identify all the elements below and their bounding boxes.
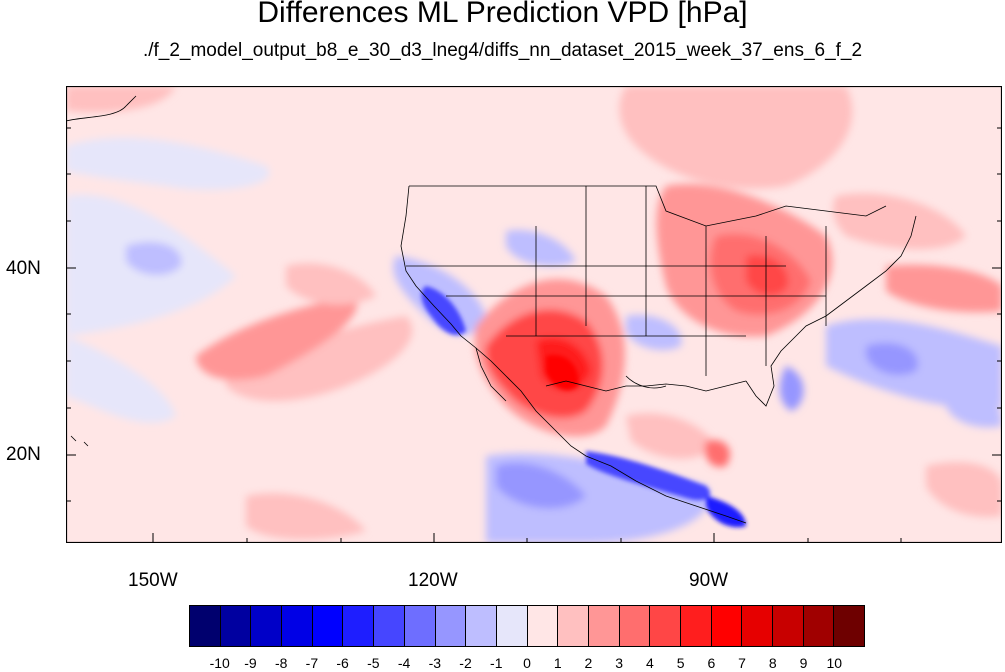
colorbar-label: -4 bbox=[397, 655, 411, 671]
colorbar-swatch bbox=[557, 606, 588, 646]
colorbar-swatch bbox=[587, 606, 619, 646]
colorbar-label: 6 bbox=[707, 655, 716, 671]
colorbar-label: -10 bbox=[209, 655, 230, 671]
colorbar-swatch bbox=[618, 606, 650, 646]
colorbar-label: -9 bbox=[244, 655, 257, 671]
colorbar-label: 9 bbox=[799, 655, 808, 671]
colorbar-label: -2 bbox=[459, 655, 472, 671]
map-title: Differences ML Prediction VPD [hPa] bbox=[257, 0, 748, 29]
colorbar-label: -7 bbox=[305, 655, 319, 671]
colorbar-swatch bbox=[495, 606, 527, 646]
colorbar-swatch bbox=[710, 606, 742, 646]
colorbar-label: 2 bbox=[584, 655, 593, 671]
colorbar-swatch bbox=[342, 606, 374, 646]
colorbar-label: -1 bbox=[490, 655, 503, 671]
colorbar-swatch bbox=[649, 606, 680, 646]
colorbar bbox=[189, 605, 865, 647]
colorbar-swatch bbox=[219, 606, 251, 646]
colorbar-swatch bbox=[833, 606, 865, 646]
colorbar-label: 3 bbox=[615, 655, 624, 671]
colorbar-label: -5 bbox=[367, 655, 380, 671]
lon-label-150w: 150W bbox=[128, 570, 178, 591]
lat-label-20n: 20N bbox=[6, 444, 41, 465]
lon-label-120w: 120W bbox=[408, 570, 458, 591]
colorbar-label: 0 bbox=[523, 655, 531, 671]
colorbar-label: -3 bbox=[428, 655, 442, 671]
colorbar-swatch bbox=[373, 606, 404, 646]
colorbar-swatch bbox=[680, 606, 711, 646]
colorbar-label: 10 bbox=[826, 655, 843, 671]
colorbar-label: 8 bbox=[768, 655, 777, 671]
colorbar-swatch bbox=[281, 606, 312, 646]
colorbar-label: 4 bbox=[646, 655, 654, 671]
difference-field bbox=[66, 86, 1002, 543]
colorbar-swatch bbox=[190, 606, 220, 646]
colorbar-swatch bbox=[802, 606, 834, 646]
map-ticks bbox=[66, 127, 1002, 543]
colorbar-swatch bbox=[311, 606, 343, 646]
colorbar-swatch bbox=[403, 606, 435, 646]
colorbar-swatch bbox=[741, 606, 773, 646]
colorbar-label: 1 bbox=[553, 655, 562, 671]
colorbar-swatch bbox=[465, 606, 496, 646]
colorbar-label: -6 bbox=[336, 655, 349, 671]
colorbar-swatch bbox=[772, 606, 803, 646]
colorbar-label: 5 bbox=[676, 655, 685, 671]
colorbar-swatch bbox=[434, 606, 466, 646]
vpd-difference-map bbox=[66, 86, 1002, 543]
lon-label-90w: 90W bbox=[689, 570, 729, 591]
colorbar-label: -8 bbox=[274, 655, 288, 671]
colorbar-swatch bbox=[250, 606, 282, 646]
colorbar-swatch bbox=[526, 606, 558, 646]
lat-label-40n: 40N bbox=[6, 258, 41, 279]
colorbar-label: 7 bbox=[738, 655, 746, 671]
coastlines-and-borders bbox=[66, 95, 917, 524]
map-subtitle: ./f_2_model_output_b8_e_30_d3_lneg4/diff… bbox=[142, 40, 863, 61]
